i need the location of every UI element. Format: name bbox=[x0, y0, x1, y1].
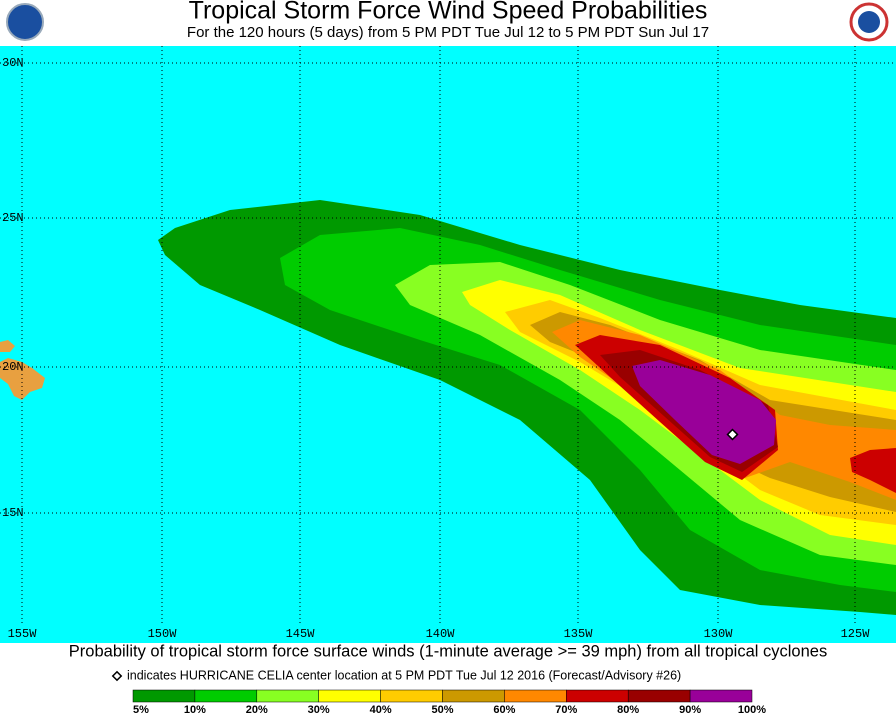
legend-label: 40% bbox=[370, 704, 392, 716]
legend-label: 50% bbox=[431, 704, 453, 716]
legend-swatch bbox=[194, 689, 258, 703]
contour-70-east bbox=[850, 448, 896, 493]
lat-label: 15N bbox=[2, 506, 24, 520]
legend-label: 30% bbox=[308, 704, 330, 716]
marker-note: indicates HURRICANE CELIA center locatio… bbox=[127, 668, 681, 682]
probability-contours bbox=[158, 200, 896, 615]
legend-label: 20% bbox=[246, 704, 268, 716]
lon-label: 145W bbox=[286, 627, 316, 641]
storm-center-marker bbox=[726, 428, 739, 441]
island bbox=[0, 340, 15, 352]
legend: 5% 10% 20% 30% 40% 50% 60% 70% 80% 90% 100% bbox=[132, 689, 766, 716]
lon-label: 125W bbox=[841, 627, 871, 641]
lat-label: 25N bbox=[2, 211, 24, 225]
legend-label: 5% bbox=[133, 704, 149, 716]
legend-swatch bbox=[442, 689, 505, 703]
lon-label: 140W bbox=[426, 627, 456, 641]
nws-logo-center bbox=[858, 11, 880, 33]
legend-label: 100% bbox=[738, 704, 766, 716]
lat-label: 30N bbox=[2, 56, 24, 70]
legend-swatch bbox=[380, 689, 443, 703]
legend-label: 70% bbox=[555, 704, 577, 716]
caption: Probability of tropical storm force surf… bbox=[69, 642, 827, 660]
lon-label: 130W bbox=[704, 627, 734, 641]
legend-swatch bbox=[132, 689, 196, 703]
lon-label: 135W bbox=[564, 627, 594, 641]
legend-label: 60% bbox=[493, 704, 515, 716]
lat-label: 20N bbox=[2, 360, 24, 374]
legend-swatch bbox=[318, 689, 381, 703]
subtitle: For the 120 hours (5 days) from 5 PM PDT… bbox=[187, 24, 709, 41]
graticule bbox=[0, 46, 896, 625]
legend-swatch bbox=[256, 689, 319, 703]
lon-label: 155W bbox=[8, 627, 38, 641]
legend-swatch bbox=[689, 689, 753, 703]
legend-label: 10% bbox=[184, 704, 206, 716]
contour-90 bbox=[632, 360, 776, 464]
legend-swatch bbox=[566, 689, 629, 703]
title: Tropical Storm Force Wind Speed Probabil… bbox=[189, 0, 708, 25]
marker-key bbox=[111, 670, 123, 682]
noaa-logo bbox=[6, 3, 44, 41]
legend-swatch bbox=[504, 689, 567, 703]
legend-swatch bbox=[627, 689, 691, 703]
legend-label: 90% bbox=[679, 704, 701, 716]
legend-label: 80% bbox=[617, 704, 639, 716]
lon-label: 150W bbox=[148, 627, 178, 641]
